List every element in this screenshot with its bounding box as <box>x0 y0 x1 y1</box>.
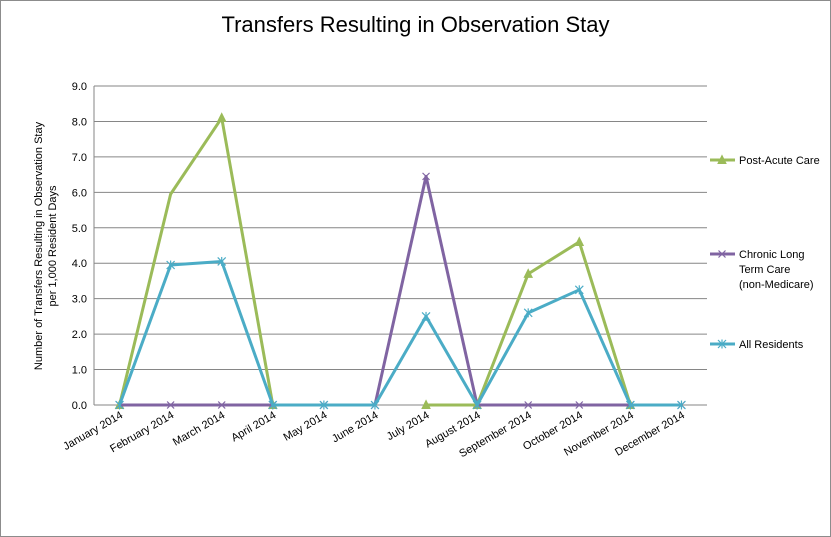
data-point-triangle <box>574 236 585 246</box>
y-tick-label: 3.0 <box>72 294 87 306</box>
y-tick-label: 6.0 <box>72 187 87 199</box>
legend-item-2: All Residents <box>710 339 804 351</box>
series-line <box>426 240 632 407</box>
data-point-star <box>523 308 533 318</box>
data-point-star <box>717 339 727 349</box>
legend-label: Chronic Long <box>739 249 804 261</box>
gridlines <box>93 85 707 406</box>
series-line <box>118 116 275 406</box>
chart-title: Transfers Resulting in Observation Stay <box>221 12 610 37</box>
data-point-star <box>217 256 227 266</box>
data-point-x <box>524 401 533 409</box>
series-lines <box>114 112 686 410</box>
y-tick-label: 9.0 <box>72 81 87 93</box>
y-tick-label: 4.0 <box>72 258 87 270</box>
legend-label: All Residents <box>739 339 804 351</box>
data-point-star <box>115 400 124 410</box>
x-tick-label: May 2014 <box>282 409 330 444</box>
series-0 <box>114 112 636 409</box>
legend-item-0: Post-Acute Care <box>710 154 820 167</box>
data-point-x <box>217 401 226 409</box>
data-point-x <box>575 401 584 409</box>
marker-stroke <box>718 250 726 258</box>
data-point-star <box>625 400 635 410</box>
data-point-star <box>472 400 482 410</box>
data-point-star <box>268 400 278 410</box>
marker-stroke <box>575 401 584 409</box>
data-point-star <box>574 285 584 295</box>
y-tick-label: 2.0 <box>72 329 87 341</box>
data-point-x <box>718 250 726 258</box>
data-point-x <box>422 172 430 181</box>
marker-stroke <box>217 401 226 409</box>
legend-label: Post-Acute Care <box>739 155 820 167</box>
data-point-x <box>166 401 175 409</box>
series-1 <box>115 172 686 409</box>
data-point-star <box>166 260 176 270</box>
y-tick-label: 7.0 <box>72 152 87 164</box>
legend-label: Term Care <box>739 264 790 276</box>
data-point-star <box>370 400 380 410</box>
data-point-triangle <box>421 399 431 409</box>
x-tick-label: July 2014 <box>385 409 432 443</box>
data-point-star <box>421 311 431 321</box>
legend-label: (non-Medicare) <box>739 279 814 291</box>
legend: Post-Acute Care Chronic Long Term Care (non… <box>710 154 820 351</box>
data-point-star <box>677 400 686 410</box>
y-tick-label: 0.0 <box>72 400 87 412</box>
y-axis-label-line-1: Number of Transfers Resulting in Observa… <box>33 121 45 370</box>
series-line <box>118 259 682 407</box>
y-tick-label: 1.0 <box>72 365 87 377</box>
y-axis-label-line-2: per 1,000 Resident Days <box>47 185 59 307</box>
series-2 <box>115 256 686 410</box>
series-line <box>119 174 682 407</box>
y-tick-label: 5.0 <box>72 223 87 235</box>
x-tick-label: April 2014 <box>229 409 278 444</box>
x-tick-label: June 2014 <box>330 409 381 445</box>
legend-item-1: Chronic Long Term Care (non-Medicare) <box>710 249 814 291</box>
data-point-triangle <box>216 112 227 122</box>
y-tick-label: 8.0 <box>72 116 87 128</box>
data-point-triangle <box>717 154 727 164</box>
marker-stroke <box>524 401 533 409</box>
y-axis-ticks: 0.0 1.0 2.0 3.0 4.0 5.0 6.0 7.0 8.0 9.0 <box>72 81 87 412</box>
x-tick-label: March 2014 <box>171 409 227 448</box>
marker-stroke <box>166 401 175 409</box>
marker-stroke <box>422 172 430 181</box>
data-point-triangle <box>523 268 534 278</box>
data-point-star <box>319 400 329 410</box>
